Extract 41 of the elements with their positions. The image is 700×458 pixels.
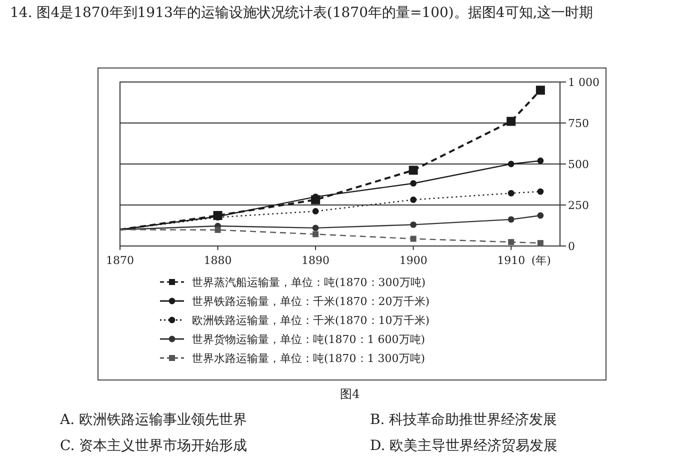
point: [537, 212, 544, 219]
point: [508, 239, 514, 246]
point: [410, 180, 417, 187]
chart-title: 14. 图4是1870年到1913年的运输设施状况统计表(1870年的量=100)。据图4可知,这一时期: [10, 4, 594, 23]
y-tick-label: 250: [568, 199, 589, 212]
caption: 图4: [340, 387, 360, 401]
point: [410, 236, 416, 242]
x-tick-label: 1890: [302, 254, 330, 267]
point: [410, 221, 417, 228]
point: [537, 240, 544, 246]
y-tick-label: 1 000: [568, 76, 600, 89]
point: [214, 226, 221, 233]
point: [312, 208, 319, 214]
legend-label: 世界铁路运输量，单位：千米(1870：20万千米): [192, 295, 430, 308]
y-tick-label: 0: [568, 240, 575, 253]
point: [410, 196, 417, 203]
legend-label: 欧洲铁路运输量，单位：千米(1870：10万千米): [192, 314, 430, 327]
legend-label: 世界蒸汽船运输量，单位：吨(1870：300万吨): [192, 276, 426, 289]
text: B. 科技革命助推世界经济发展: [370, 412, 558, 428]
y-tick-label: 500: [568, 158, 589, 171]
x-tick-label: 1870: [106, 254, 134, 267]
x-tick-label: 1880: [204, 254, 232, 267]
y-tick-label: 750: [568, 117, 589, 130]
point: [408, 166, 418, 175]
point: [536, 86, 545, 95]
point: [537, 188, 544, 195]
legend-label: 世界水路运输量，单位：吨(1870：1 300万吨): [192, 352, 426, 365]
point: [537, 158, 544, 164]
text: D. 欧美主导世界经济贸易发展: [370, 438, 558, 454]
point: [312, 224, 319, 232]
x-tick-label: 1910: [497, 254, 526, 267]
legend-label: 世界货物运输量，单位：吨(1870：1 600万吨): [192, 333, 426, 346]
text: C. 资本主义世界市场开始形成: [60, 438, 248, 454]
point: [312, 231, 319, 238]
point: [508, 216, 514, 223]
point: [506, 116, 516, 126]
point: [508, 160, 514, 168]
x-tick-label: 1900: [399, 254, 428, 267]
point: [508, 190, 514, 196]
x-axis-title: (年): [531, 254, 551, 267]
text: A. 欧洲铁路运输事业领先世界: [59, 412, 248, 428]
